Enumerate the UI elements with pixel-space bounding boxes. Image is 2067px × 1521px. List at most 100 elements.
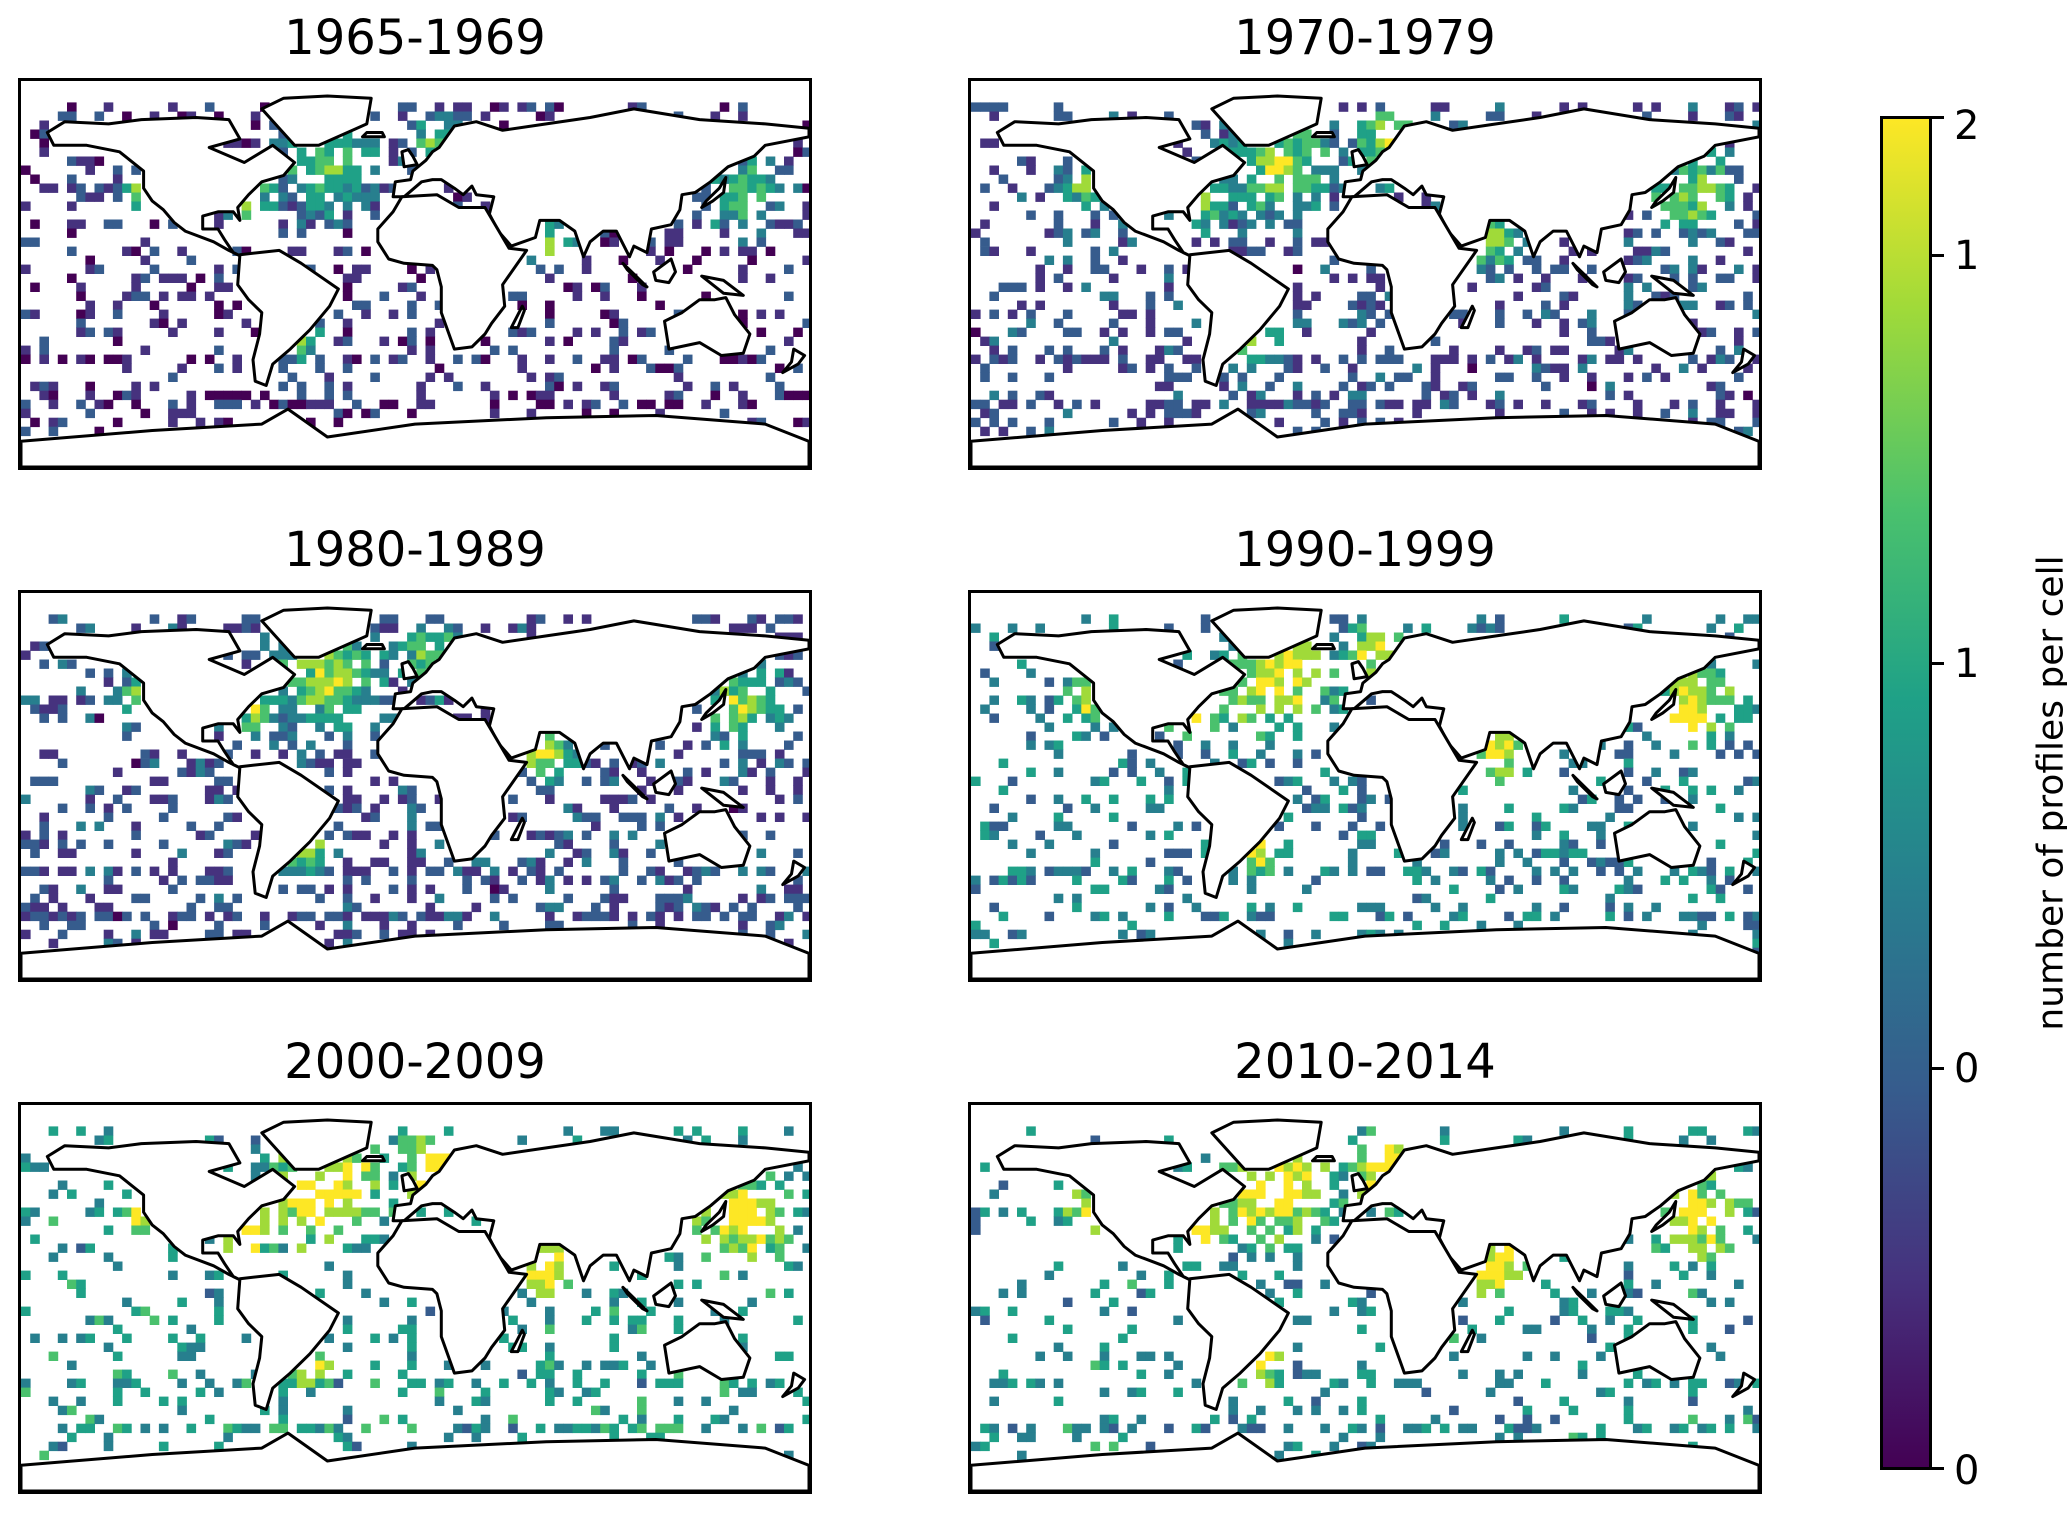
profile-cell (756, 659, 767, 669)
profile-cell (1541, 273, 1551, 283)
profile-cell (1384, 1207, 1395, 1217)
profile-cell (1605, 902, 1615, 913)
profile-cell (333, 219, 344, 229)
profile-cell (793, 1315, 803, 1325)
profile-cell (388, 354, 399, 364)
profile-cell (1292, 1252, 1303, 1262)
profile-cell (76, 821, 86, 831)
profile-cell (1062, 111, 1073, 121)
profile-cell (1632, 1369, 1643, 1379)
profile-cell (1246, 875, 1257, 885)
profile-cell (1697, 704, 1707, 714)
profile-cell (1173, 327, 1183, 337)
profile-cell (1265, 201, 1275, 211)
profile-cell (1108, 336, 1119, 346)
profile-cell (1182, 336, 1192, 346)
profile-cell (1614, 803, 1625, 813)
coastline (1602, 1281, 1627, 1309)
profile-cell (784, 668, 794, 678)
profile-cell (296, 695, 307, 705)
profile-cell (1338, 650, 1349, 660)
profile-cell (747, 246, 757, 256)
profile-cell (260, 1207, 270, 1217)
profile-cell (1715, 354, 1726, 364)
profile-cell (609, 803, 619, 813)
profile-cell (1642, 111, 1652, 121)
profile-cell (1706, 884, 1717, 894)
profile-cell (1246, 336, 1257, 346)
profile-cell (416, 911, 426, 922)
profile-cell (1449, 1405, 1459, 1416)
profile-cell (1577, 273, 1588, 283)
profile-cell (67, 1432, 77, 1443)
profile-cell (168, 102, 178, 112)
coastline (260, 606, 373, 659)
profile-cell (535, 399, 546, 410)
profile-cell (1715, 237, 1726, 247)
profile-cell (747, 183, 757, 193)
profile-cell (186, 1324, 197, 1334)
profile-cell (434, 614, 445, 624)
profile-cell (1265, 713, 1275, 723)
profile-cell (971, 102, 981, 112)
profile-cell (1237, 1243, 1248, 1253)
profile-cell (1366, 1162, 1376, 1172)
profile-cell (361, 183, 371, 193)
profile-cell (554, 767, 564, 777)
profile-cell (416, 803, 426, 813)
profile-cell (315, 1360, 325, 1370)
profile-cell (388, 309, 399, 319)
map-svg (971, 606, 1759, 979)
profile-cell (39, 812, 49, 822)
profile-cell (701, 183, 711, 193)
profile-cell (971, 327, 981, 337)
profile-cell (370, 354, 380, 364)
profile-cell (1026, 246, 1036, 256)
profile-cell (1642, 246, 1652, 256)
profile-cell (1458, 866, 1468, 876)
profile-cell (1651, 1279, 1661, 1289)
profile-cell (710, 713, 721, 723)
profile-cell (738, 1234, 748, 1244)
profile-cell (425, 884, 436, 894)
profile-cell (1623, 785, 1634, 795)
profile-cell (1678, 363, 1689, 373)
profile-cell (315, 758, 325, 768)
profile-cell (609, 318, 619, 328)
profile-cell (1237, 372, 1248, 382)
profile-cell (1044, 228, 1055, 238)
profile-cell (103, 929, 114, 940)
profile-cell (1706, 695, 1717, 705)
profile-cell (1145, 327, 1156, 337)
profile-cell (232, 354, 242, 364)
profile-cell (361, 1171, 371, 1181)
profile-cell (1724, 273, 1735, 283)
profile-cell (122, 1207, 132, 1217)
profile-cell (1495, 740, 1505, 750)
profile-cell (1605, 1315, 1615, 1325)
profile-cell (682, 893, 693, 904)
profile-cell (407, 650, 417, 660)
profile-cell (333, 165, 344, 175)
profile-cell (1164, 794, 1174, 804)
profile-cell (370, 408, 380, 419)
profile-cell (784, 156, 794, 166)
profile-cell (756, 614, 767, 624)
profile-cell (738, 354, 748, 364)
profile-cell (1495, 390, 1505, 401)
profile-cell (756, 1180, 767, 1190)
profile-cell (1632, 884, 1643, 894)
profile-cell (802, 1414, 809, 1425)
profile-cell (554, 1261, 564, 1271)
profile-cell (1366, 1207, 1376, 1217)
profile-cell (1302, 318, 1312, 328)
profile-cell (728, 686, 739, 696)
profile-cell (998, 426, 1009, 437)
profile-cell (1531, 911, 1542, 922)
profile-cell (1283, 650, 1294, 660)
profile-cell (1347, 776, 1358, 786)
profile-cell (1108, 417, 1119, 428)
profile-cell (131, 722, 141, 732)
profile-cell (186, 767, 197, 777)
profile-cell (1256, 183, 1266, 193)
